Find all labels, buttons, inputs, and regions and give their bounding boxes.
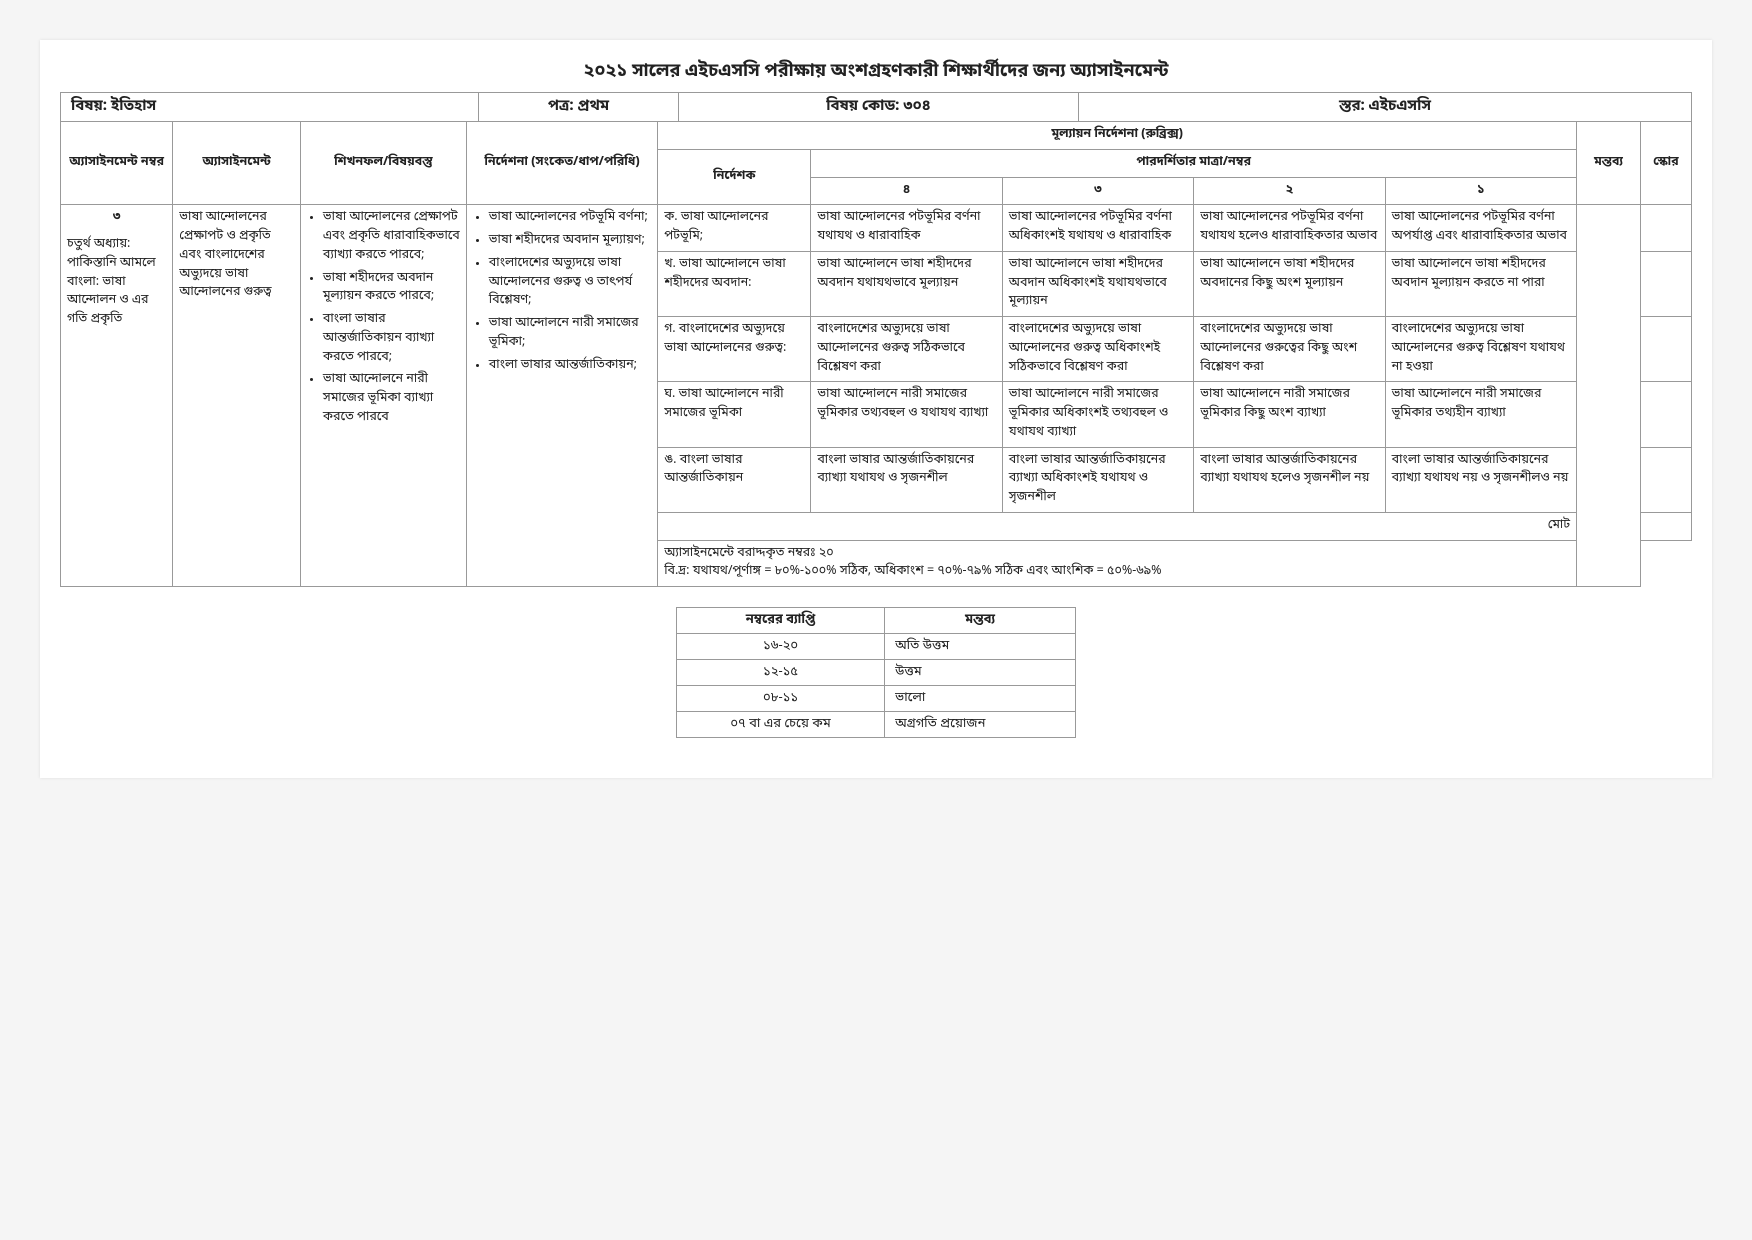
cell-guideline: ভাষা আন্দোলনের পটভূমি বর্ণনা; ভাষা শহীদদ… xyxy=(466,205,657,587)
level-1: ১ xyxy=(1385,177,1576,205)
cell-learning: ভাষা আন্দোলনের প্রেক্ষাপট এবং প্রকৃতি ধা… xyxy=(300,205,466,587)
rubric-cell: ভাষা আন্দোলনে নারী সমাজের ভূমিকার তথ্যবহ… xyxy=(811,382,1002,447)
comment-cell xyxy=(1577,205,1641,587)
page-container: ২০২১ সালের এইচএসসি পরীক্ষায় অংশগ্রহণকার… xyxy=(40,40,1712,778)
cell-assignment-no: ৩ চতুর্থ অধ্যায়: পাকিস্তানি আমলে বাংলা:… xyxy=(61,205,173,587)
assignment-number: ৩ xyxy=(67,209,166,228)
main-table: অ্যাসাইনমেন্ট নম্বর অ্যাসাইনমেন্ট শিখনফল… xyxy=(60,121,1692,587)
grade-comment: উত্তম xyxy=(885,660,1076,686)
col-rubric: মূল্যায়ন নির্দেশনা (রুব্রিক্স) xyxy=(658,122,1577,150)
score-cell xyxy=(1640,251,1691,316)
guideline-item: বাংলা ভাষার আন্তর্জাতিকায়ন; xyxy=(489,357,651,376)
level-3: ৩ xyxy=(1002,177,1193,205)
total-label: মোট xyxy=(658,512,1577,540)
level-4: ৪ xyxy=(811,177,1002,205)
col-perf-level: পারদর্শিতার মাত্রা/নম্বর xyxy=(811,149,1577,177)
code-label: বিষয় কোড: ৩০৪ xyxy=(679,93,1079,121)
learning-item: ভাষা আন্দোলনে নারী সমাজের ভূমিকা ব্যাখ্য… xyxy=(323,371,460,427)
rubric-cell: ভাষা আন্দোলনের পটভূমির বর্ণনা অধিকাংশই য… xyxy=(1002,205,1193,252)
rubric-cell: বাংলা ভাষার আন্তর্জাতিকায়নের ব্যাখ্যা য… xyxy=(811,447,1002,512)
learning-item: ভাষা শহীদদের অবদান মূল্যায়ন করতে পারবে; xyxy=(323,270,460,308)
rubric-cell: ভাষা আন্দোলনে নারী সমাজের ভূমিকার কিছু অ… xyxy=(1194,382,1385,447)
rubric-cell: বাংলা ভাষার আন্তর্জাতিকায়নের ব্যাখ্যা য… xyxy=(1194,447,1385,512)
grade-range: ১২-১৫ xyxy=(677,660,885,686)
page-title: ২০২১ সালের এইচএসসি পরীক্ষায় অংশগ্রহণকার… xyxy=(60,60,1692,84)
indicator-name: খ. ভাষা আন্দোলনে ভাষা শহীদদের অবদান: xyxy=(658,251,811,316)
col-learning: শিখনফল/বিষয়বস্তু xyxy=(300,122,466,205)
learning-item: বাংলা ভাষার আন্তর্জাতিকায়ন ব্যাখ্যা করত… xyxy=(323,311,460,367)
grade-comment: অগ্রগতি প্রয়োজন xyxy=(885,712,1076,738)
header-row: বিষয়: ইতিহাস পত্র: প্রথম বিষয় কোড: ৩০৪… xyxy=(60,92,1692,121)
rubric-cell: বাংলা ভাষার আন্তর্জাতিকায়নের ব্যাখ্যা অ… xyxy=(1002,447,1193,512)
grade-range: ১৬-২০ xyxy=(677,634,885,660)
guideline-item: ভাষা শহীদদের অবদান মূল্যায়ণ; xyxy=(489,232,651,251)
col-score: স্কোর xyxy=(1640,122,1691,205)
footer-note-cell: অ্যাসাইনমেন্টে বরাদ্দকৃত নম্বরঃ ২০ বি.দ্… xyxy=(658,540,1641,587)
col-indicator: নির্দেশক xyxy=(658,149,811,205)
rubric-cell: ভাষা আন্দোলনে ভাষা শহীদদের অবদান যথাযথভা… xyxy=(811,251,1002,316)
rubric-cell: বাংলাদেশের অভ্যুদয়ে ভাষা আন্দোলনের গুরু… xyxy=(1385,317,1576,382)
col-guideline: নির্দেশনা (সংকেত/ধাপ/পরিধি) xyxy=(466,122,657,205)
rubric-cell: ভাষা আন্দোলনের পটভূমির বর্ণনা অপর্যাপ্ত … xyxy=(1385,205,1576,252)
guideline-list: ভাষা আন্দোলনের পটভূমি বর্ণনা; ভাষা শহীদদ… xyxy=(473,209,651,375)
guideline-item: ভাষা আন্দোলনে নারী সমাজের ভূমিকা; xyxy=(489,315,651,353)
learning-list: ভাষা আন্দোলনের প্রেক্ষাপট এবং প্রকৃতি ধা… xyxy=(307,209,460,427)
level-label: স্তর: এইচএসসি xyxy=(1079,93,1691,121)
subject-label: বিষয়: ইতিহাস xyxy=(61,93,479,121)
grade-range: ০৮-১১ xyxy=(677,686,885,712)
rubric-cell: ভাষা আন্দোলনে নারী সমাজের ভূমিকার তথ্যহী… xyxy=(1385,382,1576,447)
rubric-cell: ভাষা আন্দোলনে ভাষা শহীদদের অবদানের কিছু … xyxy=(1194,251,1385,316)
indicator-name: গ. বাংলাদেশের অভ্যুদয়ে ভাষা আন্দোলনের গ… xyxy=(658,317,811,382)
grade-table: নম্বরের ব্যাপ্তি মন্তব্য ১৬-২০ অতি উত্তম… xyxy=(676,607,1076,738)
rubric-cell: ভাষা আন্দোলনে ভাষা শহীদদের অবদান মূল্যায… xyxy=(1385,251,1576,316)
rubric-cell: ভাষা আন্দোলনে ভাষা শহীদদের অবদান অধিকাংশ… xyxy=(1002,251,1193,316)
indicator-name: ক. ভাষা আন্দোলনের পটভূমি; xyxy=(658,205,811,252)
chapter-text: চতুর্থ অধ্যায়: পাকিস্তানি আমলে বাংলা: ভ… xyxy=(67,236,166,330)
rubric-cell: বাংলাদেশের অভ্যুদয়ে ভাষা আন্দোলনের গুরু… xyxy=(1002,317,1193,382)
rubric-cell: ভাষা আন্দোলনের পটভূমির বর্ণনা যথাযথ হলেও… xyxy=(1194,205,1385,252)
grade-range: ০৭ বা এর চেয়ে কম xyxy=(677,712,885,738)
rubric-cell: বাংলা ভাষার আন্তর্জাতিকায়নের ব্যাখ্যা য… xyxy=(1385,447,1576,512)
guideline-item: বাংলাদেশের অভ্যুদয়ে ভাষা আন্দোলনের গুরু… xyxy=(489,255,651,311)
score-cell xyxy=(1640,447,1691,512)
rubric-cell: ভাষা আন্দোলনে নারী সমাজের ভূমিকার অধিকাং… xyxy=(1002,382,1193,447)
grade-comment: ভালো xyxy=(885,686,1076,712)
score-cell xyxy=(1640,317,1691,382)
grade-head-range: নম্বরের ব্যাপ্তি xyxy=(677,608,885,634)
rubric-cell: ভাষা আন্দোলনের পটভূমির বর্ণনা যথাযথ ও ধা… xyxy=(811,205,1002,252)
score-cell xyxy=(1640,382,1691,447)
guideline-item: ভাষা আন্দোলনের পটভূমি বর্ণনা; xyxy=(489,209,651,228)
grade-comment: অতি উত্তম xyxy=(885,634,1076,660)
grade-head-comment: মন্তব্য xyxy=(885,608,1076,634)
rubric-cell: বাংলাদেশের অভ্যুদয়ে ভাষা আন্দোলনের গুরু… xyxy=(1194,317,1385,382)
rubric-cell: বাংলাদেশের অভ্যুদয়ে ভাষা আন্দোলনের গুরু… xyxy=(811,317,1002,382)
col-comment: মন্তব্য xyxy=(1577,122,1641,205)
indicator-name: ঘ. ভাষা আন্দোলনে নারী সমাজের ভূমিকা xyxy=(658,382,811,447)
total-score-cell xyxy=(1640,512,1691,540)
col-assignment: অ্যাসাইনমেন্ট xyxy=(173,122,301,205)
learning-item: ভাষা আন্দোলনের প্রেক্ষাপট এবং প্রকৃতি ধা… xyxy=(323,209,460,265)
col-assignment-no: অ্যাসাইনমেন্ট নম্বর xyxy=(61,122,173,205)
grading-note: বি.দ্র: যথাযথ/পূর্ণাঙ্গ = ৮০%-১০০% সঠিক,… xyxy=(664,563,1634,582)
allocated-marks: অ্যাসাইনমেন্টে বরাদ্দকৃত নম্বরঃ ২০ xyxy=(664,545,1634,564)
cell-assignment: ভাষা আন্দোলনের প্রেক্ষাপট ও প্রকৃতি এবং … xyxy=(173,205,301,587)
indicator-name: ঙ. বাংলা ভাষার আন্তর্জাতিকায়ন xyxy=(658,447,811,512)
score-cell xyxy=(1640,205,1691,252)
level-2: ২ xyxy=(1194,177,1385,205)
paper-label: পত্র: প্রথম xyxy=(479,93,679,121)
